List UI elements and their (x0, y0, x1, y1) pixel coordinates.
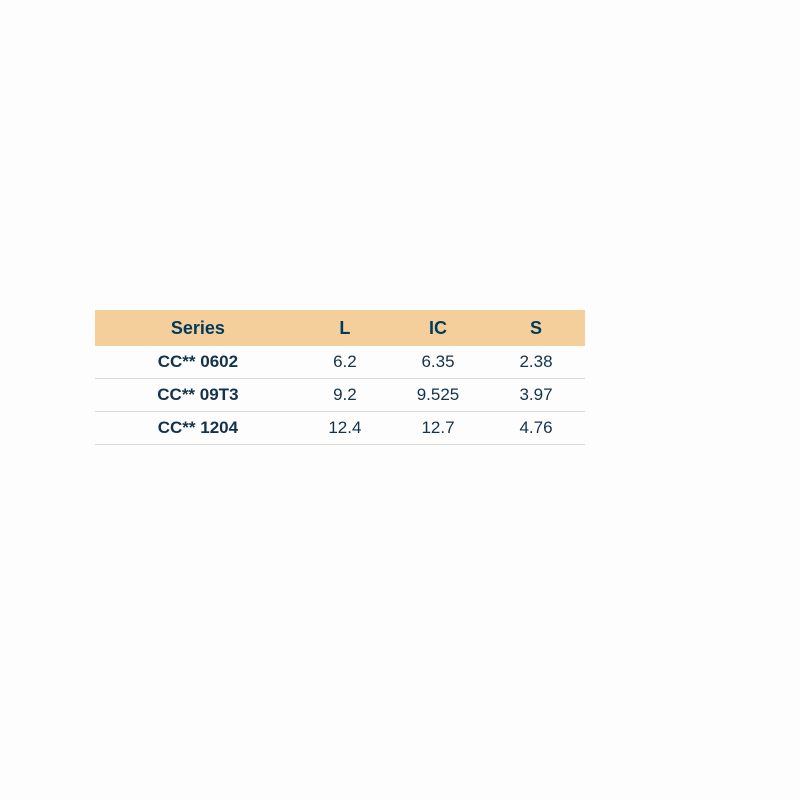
cell-series: CC** 0602 (95, 346, 301, 379)
col-ic: IC (389, 310, 487, 346)
col-series: Series (95, 310, 301, 346)
cell-series: CC** 09T3 (95, 379, 301, 412)
spec-table-container: Series L IC S CC** 0602 6.2 6.35 2.38 CC… (95, 310, 585, 445)
cell-series: CC** 1204 (95, 412, 301, 445)
cell-l: 9.2 (301, 379, 389, 412)
table-row: CC** 1204 12.4 12.7 4.76 (95, 412, 585, 445)
table-row: CC** 0602 6.2 6.35 2.38 (95, 346, 585, 379)
table-header: Series L IC S (95, 310, 585, 346)
cell-ic: 12.7 (389, 412, 487, 445)
cell-ic: 9.525 (389, 379, 487, 412)
cell-s: 4.76 (487, 412, 585, 445)
table-row: CC** 09T3 9.2 9.525 3.97 (95, 379, 585, 412)
col-s: S (487, 310, 585, 346)
cell-l: 12.4 (301, 412, 389, 445)
cell-ic: 6.35 (389, 346, 487, 379)
spec-table: Series L IC S CC** 0602 6.2 6.35 2.38 CC… (95, 310, 585, 445)
cell-s: 3.97 (487, 379, 585, 412)
col-l: L (301, 310, 389, 346)
table-body: CC** 0602 6.2 6.35 2.38 CC** 09T3 9.2 9.… (95, 346, 585, 445)
cell-s: 2.38 (487, 346, 585, 379)
cell-l: 6.2 (301, 346, 389, 379)
